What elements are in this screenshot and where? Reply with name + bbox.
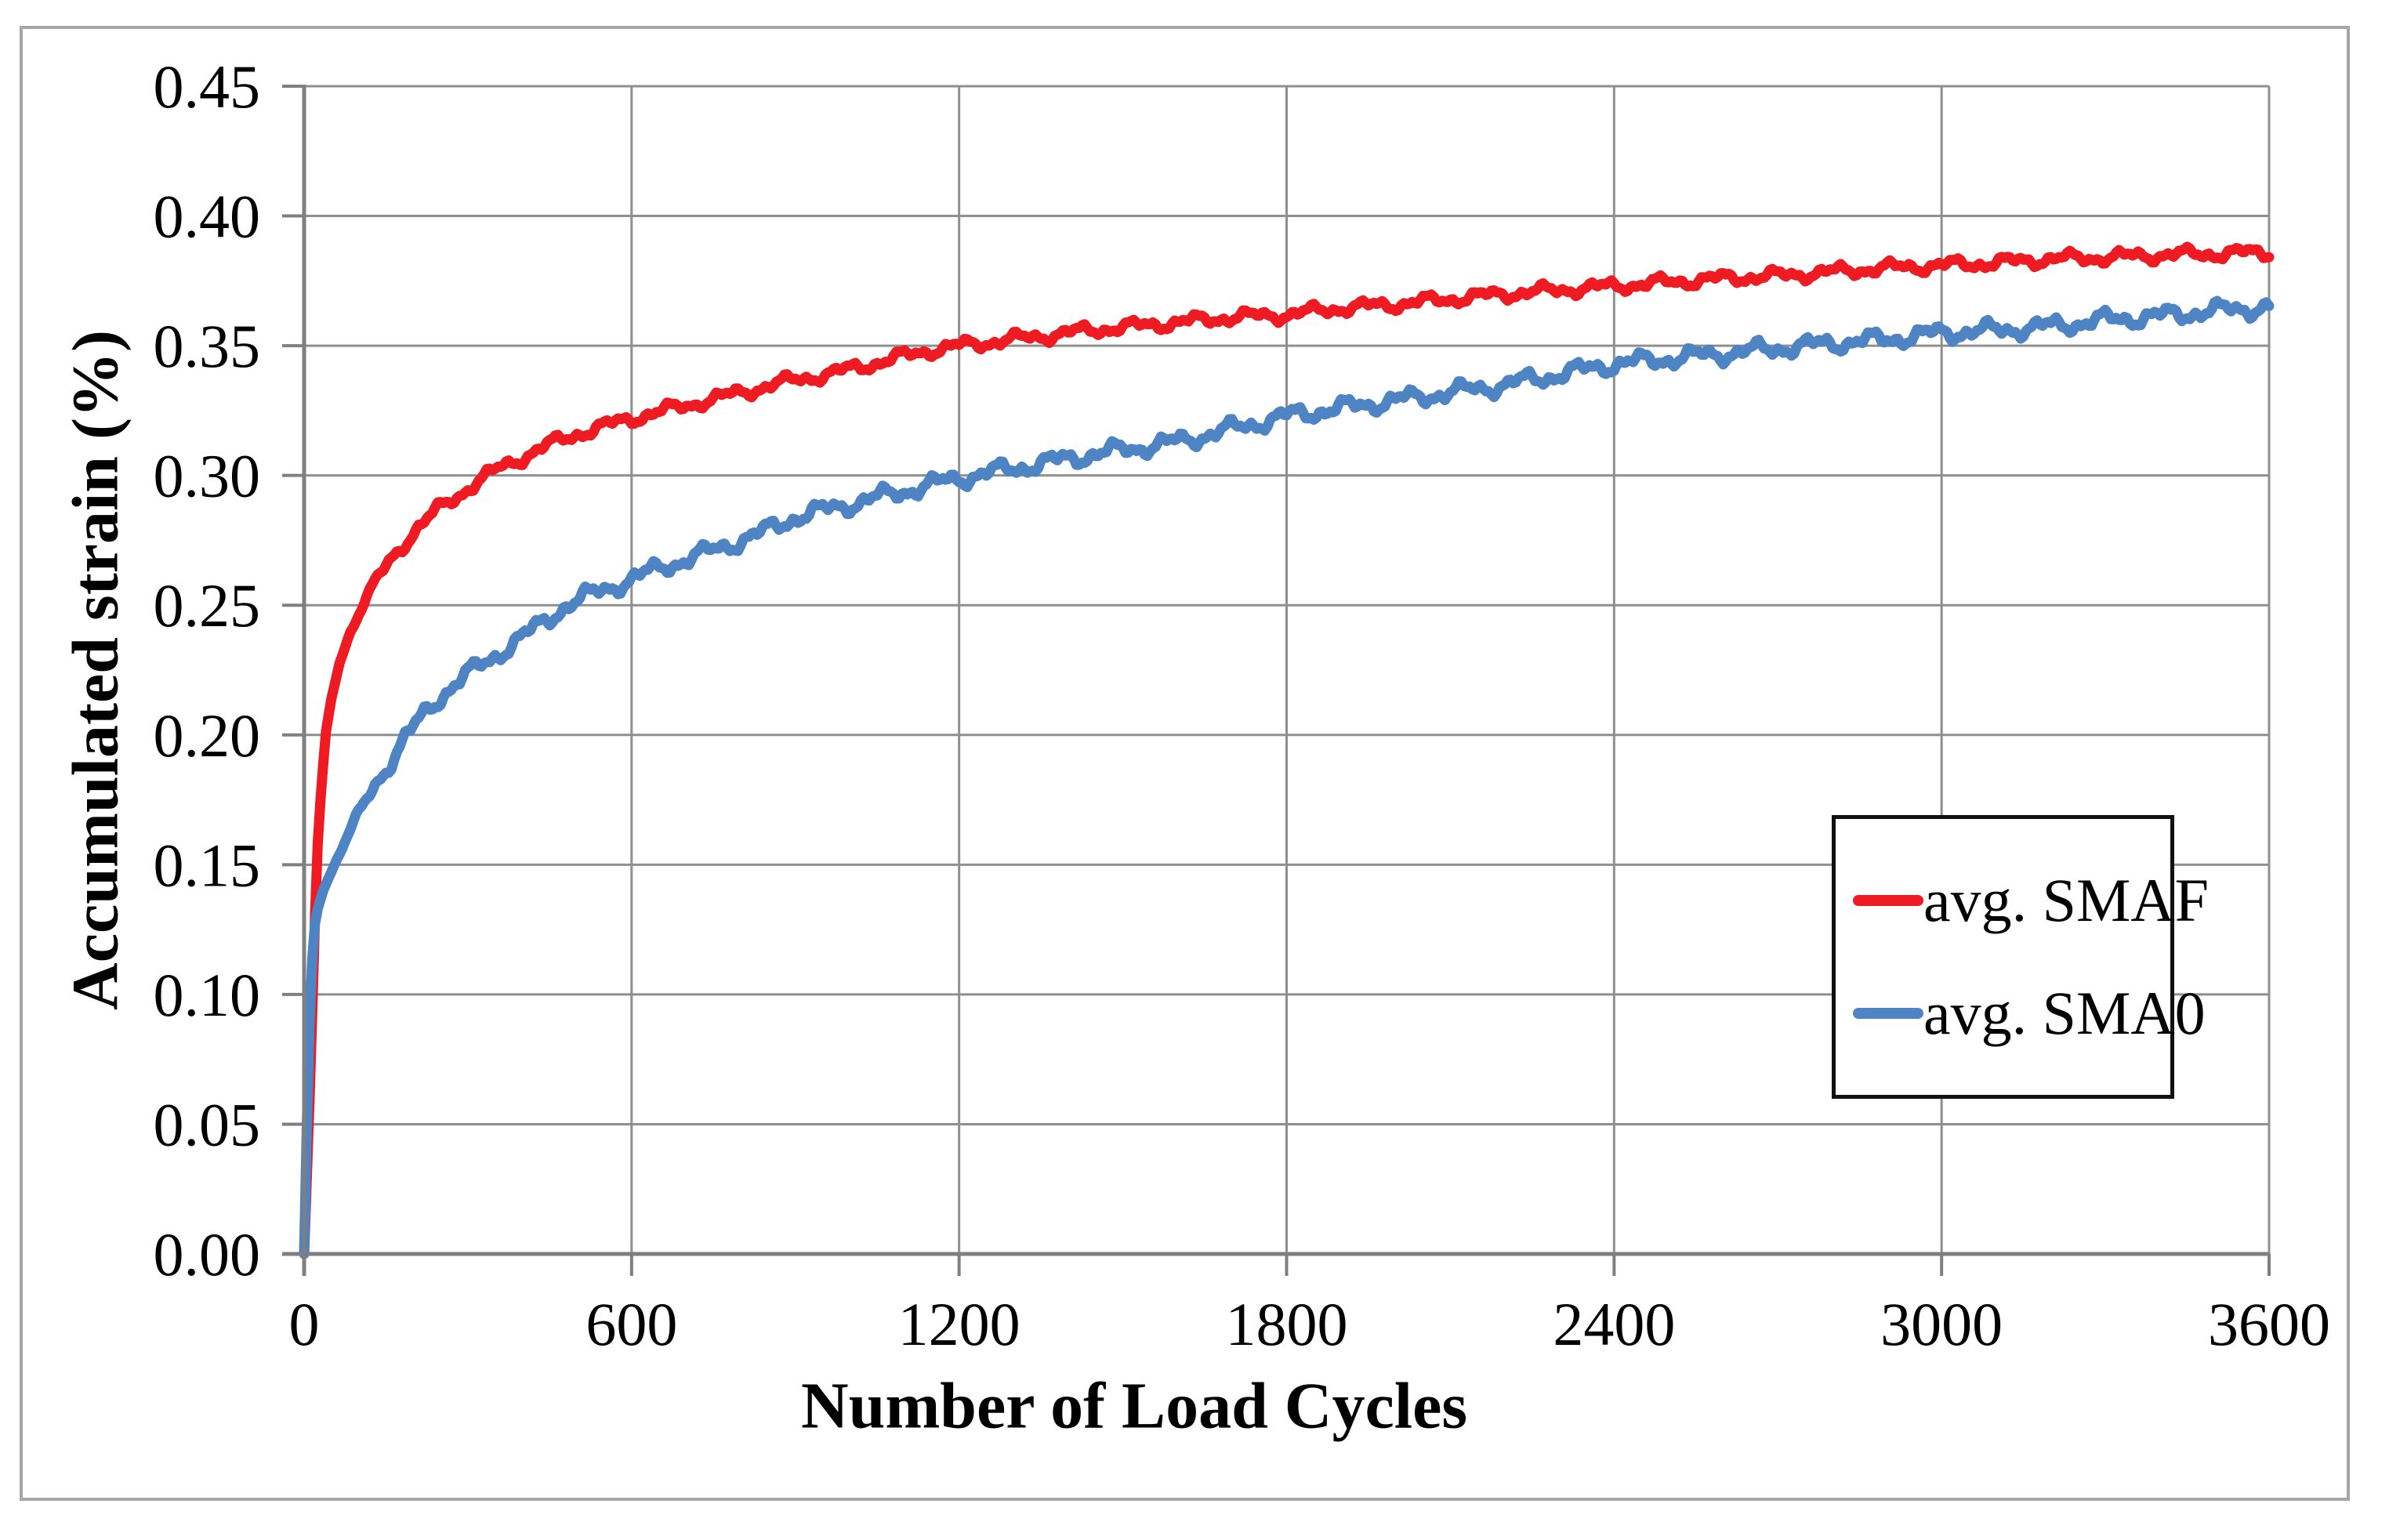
y-tick-label: 0.35	[154, 312, 261, 380]
y-tick-label: 0.20	[154, 701, 261, 770]
x-tick-label: 600	[585, 1290, 677, 1358]
y-tick-label: 0.05	[154, 1090, 261, 1158]
series-line-avg-sma0	[299, 295, 2275, 1259]
x-tick-label: 3600	[2208, 1290, 2330, 1358]
y-axis-title: Accumulated strain (%)	[59, 330, 132, 1010]
y-tick-label: 0.25	[154, 571, 261, 640]
legend-swatch-sma0-line	[1853, 1007, 1923, 1019]
legend-label-smaf: avg. SMAF	[1923, 866, 2210, 935]
y-tick-label: 0.10	[154, 961, 261, 1029]
x-tick-label: 0	[289, 1290, 320, 1358]
y-tick-label: 0.15	[154, 831, 261, 899]
legend-swatch-smaf-line	[1853, 895, 1923, 907]
y-tick-label: 0.40	[154, 183, 261, 251]
x-tick-label: 2400	[1553, 1290, 1675, 1358]
legend-entry-sma0: avg. SMA0	[1853, 982, 2206, 1044]
x-tick-label: 3000	[1880, 1290, 2003, 1358]
series-line-avg-smaf	[299, 241, 2275, 1259]
y-tick-label: 0.45	[154, 53, 261, 121]
x-tick-label: 1200	[898, 1290, 1020, 1358]
legend-entry-smaf: avg. SMAF	[1853, 870, 2209, 931]
y-tick-label: 0.00	[154, 1220, 261, 1288]
legend: avg. SMAF avg. SMA0	[1832, 815, 2209, 1099]
x-axis-title: Number of Load Cycles	[800, 1369, 1468, 1443]
x-tick-label: 1800	[1226, 1290, 1348, 1358]
y-tick-label: 0.30	[154, 442, 261, 510]
legend-label-sma0: avg. SMA0	[1923, 978, 2206, 1047]
